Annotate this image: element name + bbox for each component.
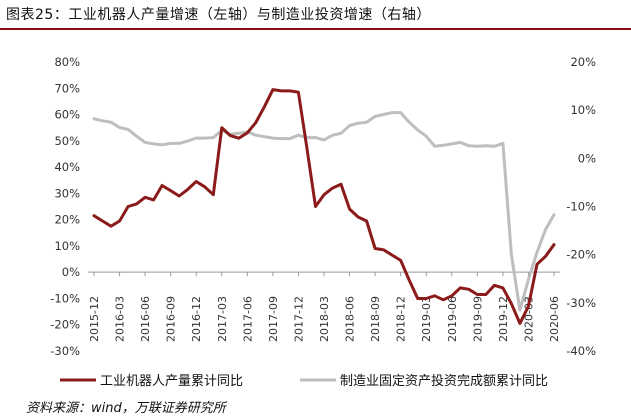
right-tick-label: 10% xyxy=(570,103,596,117)
x-tick-label: 2018-09 xyxy=(369,296,382,342)
series-layer xyxy=(92,88,556,325)
x-tick-label: 2018-06 xyxy=(344,296,357,342)
right-axis-ticks: 20% 10% 0% -10% -20% -30% -40% xyxy=(566,55,596,358)
x-tick-label: 2019-06 xyxy=(446,296,459,342)
left-tick-label: 40% xyxy=(54,160,80,174)
x-tick-label: 2016-03 xyxy=(114,296,127,342)
left-tick-label: 70% xyxy=(54,81,80,95)
x-tick-label: 2016-06 xyxy=(139,296,152,342)
x-tick-label: 2016-12 xyxy=(190,296,203,342)
x-tick-label: 2020-06 xyxy=(548,296,561,342)
right-tick-label: -40% xyxy=(566,344,596,358)
series-line-robot-output xyxy=(92,88,556,325)
series-line-mfg-investment xyxy=(92,111,556,312)
legend: 工业机器人产量累计同比 制造业固定资产投资完成额累计同比 xyxy=(60,373,548,389)
x-tick-label: 2019-09 xyxy=(471,296,484,342)
x-tick-label: 2017-06 xyxy=(241,296,254,342)
title-rule xyxy=(0,28,631,30)
right-tick-label: -20% xyxy=(566,248,596,262)
chart-title: 图表25：工业机器人产量增速（左轴）与制造业投资增速（右轴） xyxy=(6,7,431,23)
left-axis-ticks: 80% 70% 60% 50% 40% 30% 20% 10% 0% -10% -20% -30% xyxy=(50,55,80,358)
x-tick-label: 2020-03 xyxy=(522,296,535,342)
x-tick-label: 2019-12 xyxy=(497,296,510,342)
x-tick-label: 2016-09 xyxy=(165,296,178,342)
x-tick-label: 2017-09 xyxy=(267,296,280,342)
left-tick-label: 60% xyxy=(54,108,80,122)
x-tick-label: 2018-12 xyxy=(395,296,408,342)
x-tick-label: 2019-03 xyxy=(420,296,433,342)
right-tick-label: 0% xyxy=(578,151,596,165)
legend-label-mfg: 制造业固定资产投资完成额累计同比 xyxy=(340,373,548,389)
right-tick-label: -10% xyxy=(566,200,596,214)
x-tick-label: 2017-12 xyxy=(292,296,305,342)
source-note: 资料来源：wind，万联证券研究所 xyxy=(26,401,226,416)
left-tick-label: -20% xyxy=(50,318,80,332)
left-tick-label: -10% xyxy=(50,291,80,305)
legend-label-robot: 工业机器人产量累计同比 xyxy=(100,374,243,389)
x-axis-ticks: 2015-12 2016-03 2016-06 2016-09 2016-12 2017-… xyxy=(88,272,561,342)
left-tick-label: -30% xyxy=(50,344,80,358)
left-tick-label: 80% xyxy=(54,55,80,69)
right-tick-label: -30% xyxy=(566,296,596,310)
right-tick-label: 20% xyxy=(570,55,596,69)
x-tick-label: 2017-03 xyxy=(216,296,229,342)
x-tick-label: 2015-12 xyxy=(88,296,101,342)
left-tick-label: 30% xyxy=(54,186,80,200)
x-tick-label: 2018-03 xyxy=(318,296,331,342)
left-tick-label: 0% xyxy=(62,265,80,279)
left-tick-label: 20% xyxy=(54,213,80,227)
left-tick-label: 50% xyxy=(54,134,80,148)
left-tick-label: 10% xyxy=(54,239,80,253)
